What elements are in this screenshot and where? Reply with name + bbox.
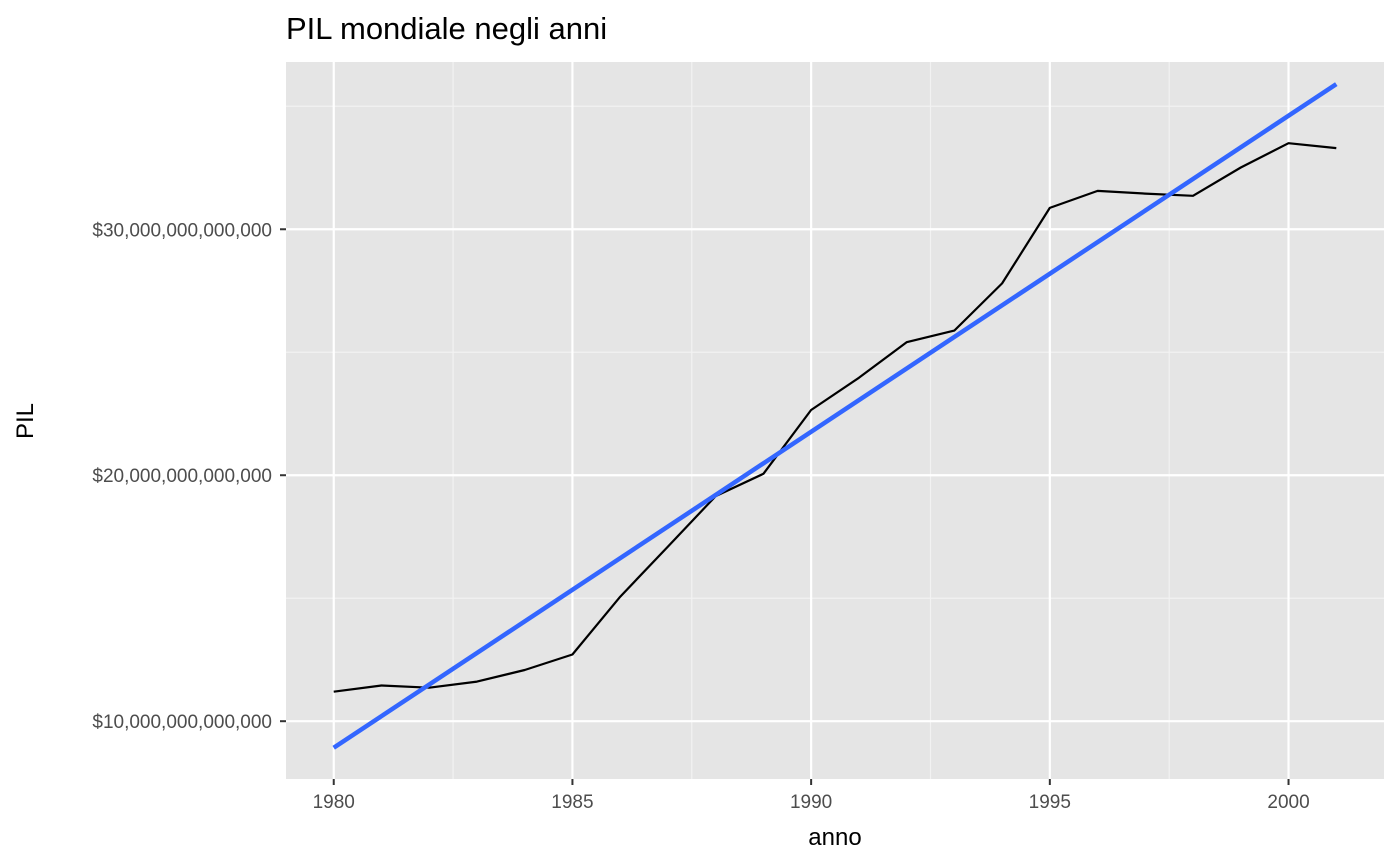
x-tick-label: 1990 — [790, 792, 832, 813]
y-tick-label: $30,000,000,000,000 — [92, 220, 272, 241]
series-layer — [332, 82, 1338, 750]
y-axis-title: PIL — [12, 403, 39, 439]
x-tick-label: 1980 — [313, 792, 355, 813]
major-gridlines — [286, 62, 1384, 779]
x-axis-title: anno — [808, 824, 861, 851]
x-tick-label: 1985 — [551, 792, 593, 813]
y-axis: $10,000,000,000,000 $20,000,000,000,000 $3… — [92, 220, 286, 733]
x-axis: 1980 1985 1990 1995 2000 — [313, 779, 1310, 813]
minor-gridlines — [286, 62, 1384, 779]
chart-title: PIL mondiale negli anni — [286, 11, 607, 46]
y-tick-label: $10,000,000,000,000 — [92, 712, 272, 733]
x-tick-label: 1995 — [1029, 792, 1071, 813]
y-tick-label: $20,000,000,000,000 — [92, 466, 272, 487]
trend-line — [332, 82, 1338, 750]
x-tick-label: 2000 — [1267, 792, 1309, 813]
